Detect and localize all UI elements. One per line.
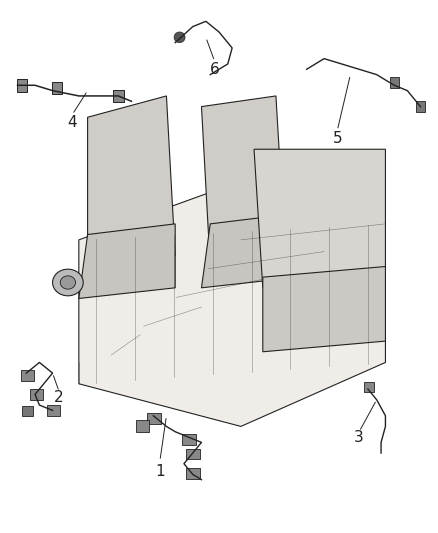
Ellipse shape [60,276,76,289]
Polygon shape [88,96,175,277]
Polygon shape [201,96,285,266]
Bar [416,101,425,112]
Bar [147,413,161,424]
Polygon shape [263,266,385,352]
Polygon shape [201,213,298,288]
Polygon shape [79,181,385,426]
Text: 5: 5 [332,131,342,146]
Text: 1: 1 [155,464,165,479]
Ellipse shape [53,269,83,296]
Text: 3: 3 [354,430,364,445]
Text: 4: 4 [67,115,77,130]
Bar [21,370,34,381]
Bar [52,82,62,94]
Bar [113,90,124,102]
Bar [47,405,60,416]
Polygon shape [79,224,175,298]
Bar [136,420,149,432]
Bar [30,389,43,400]
Bar [186,449,200,459]
Bar [390,77,399,88]
Text: 2: 2 [54,390,64,405]
Polygon shape [254,149,385,288]
Bar [186,468,200,479]
Text: 6: 6 [210,62,219,77]
Bar [364,382,374,392]
Bar [182,434,196,445]
Ellipse shape [174,32,185,43]
Bar [22,406,33,416]
Bar [17,79,27,92]
